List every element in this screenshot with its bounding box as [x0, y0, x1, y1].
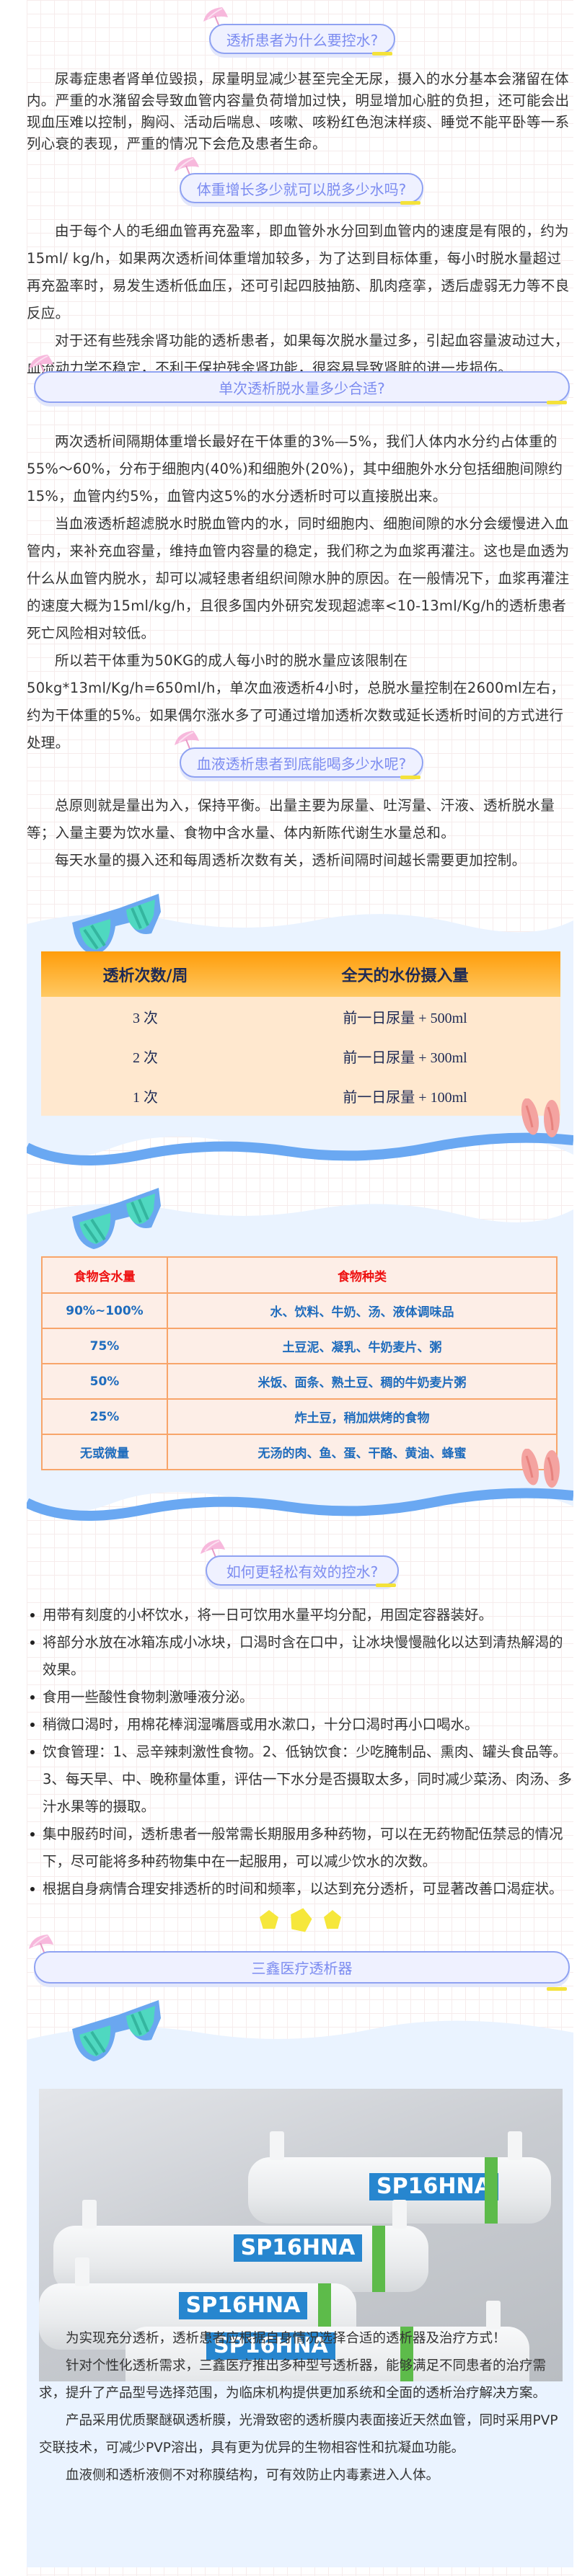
table-cell: 土豆泥、凝乳、牛奶麦片、粥: [167, 1328, 558, 1364]
table-row: 90%~100% 水、饮料、牛奶、汤、液体调味品: [41, 1292, 558, 1329]
paragraph: 针对个性化透析需求，三鑫医疗推出多种型号透析器，能够满足不同患者的治疗需求，提升…: [39, 2358, 547, 2401]
paragraph: 尿毒症患者肾单位毁损，尿量明显减少甚至完全无尿，摄入的水分基本会潴留在体内。严重…: [27, 71, 570, 152]
list-item: 集中服药时间，透析患者一般常需长期服用多种药物，可以在无药物配伍禁忌的情况下，尽…: [27, 1821, 573, 1875]
paragraph: 每天水量的摄入还和每周透析次数有关，透析间隔时间越长需要更加控制。: [55, 852, 527, 869]
table-cell: 2 次: [41, 1036, 250, 1076]
column-header: 透析次数/周: [41, 951, 250, 997]
table-cell: 前一日尿量 + 500ml: [250, 997, 560, 1036]
dialyzer-image: SP16HNA: [53, 2200, 428, 2292]
table-panel: 食物含水量 食物种类 90%~100% 水、饮料、牛奶、汤、液体调味品 75% 土豆泥…: [27, 1188, 573, 1532]
table-panel: 透析次数/周 全天的水份摄入量 3 次前一日尿量 + 500ml 2 次前一日尿量…: [27, 894, 573, 1175]
table-cell: 90%~100%: [41, 1292, 168, 1329]
table-cell: 75%: [41, 1328, 168, 1364]
food-water-table: 食物含水量 食物种类 90%~100% 水、饮料、牛奶、汤、液体调味品 75% 土豆泥…: [41, 1256, 558, 1470]
section-heading: 血液透析患者到底能喝多少水呢?: [180, 747, 423, 779]
flip-flops-icon: [519, 1449, 561, 1488]
sunglasses-icon: [71, 1188, 162, 1249]
water-intake-table: 透析次数/周 全天的水份摄入量 3 次前一日尿量 + 500ml 2 次前一日尿量…: [41, 951, 560, 1116]
paragraph: 由于每个人的毛细血管再充盈率，即血管外水分回到血管内的速度是有限的，约为15ml…: [27, 223, 570, 321]
product-label: SP16HNA: [233, 2234, 363, 2262]
heading-text: 透析患者为什么要控水?: [226, 31, 379, 49]
table-cell: 前一日尿量 + 100ml: [250, 1076, 560, 1116]
paragraph-block: 尿毒症患者肾单位毁损，尿量明显减少甚至完全无尿，摄入的水分基本会潴留在体内。严重…: [27, 68, 573, 155]
section-heading: 体重增长多少就可以脱多少水吗?: [180, 173, 423, 205]
heading-text: 三鑫医疗透析器: [251, 1960, 353, 1977]
paragraph: 总原则就是量出为入，保持平衡。出量主要为尿量、吐泻量、汗液、透析脱水量等；入量主…: [27, 797, 555, 841]
section-heading: 如何更轻松有效的控水?: [206, 1555, 399, 1587]
table-cell: 炸土豆，稍加烘烤的食物: [167, 1398, 558, 1435]
list-item: 将部分水放在冰箱冻成小冰块，口渴时含在口中，让冰块慢慢融化以达到清热解渴的效果。: [27, 1629, 573, 1684]
table-row: 1 次前一日尿量 + 100ml: [41, 1076, 560, 1116]
paragraph-block: 两次透析间隔期体重增长最好在干体重的3%—5%，我们人体内水分约占体重的55%～…: [27, 428, 573, 757]
heading-text: 体重增长多少就可以脱多少水吗?: [196, 180, 407, 198]
list-item: 食用一些酸性食物刺激唾液分泌。: [27, 1684, 573, 1711]
flip-flops-icon: [519, 1098, 561, 1138]
dialyzer-product-photo: SP16HNA SP16HNA SP16HNA SP16HNA: [39, 2089, 563, 2381]
paragraph-block: 总原则就是量出为入，保持平衡。出量主要为尿量、吐泻量、汗液、透析脱水量等；入量主…: [27, 792, 573, 874]
table-row: 50% 米饭、面条、熟土豆、稠的牛奶麦片粥: [41, 1363, 558, 1400]
list-item: 稍微口渴时，用棉花棒润湿嘴唇或用水漱口，十分口渴时再小口喝水。: [27, 1711, 573, 1738]
column-header: 全天的水份摄入量: [250, 951, 560, 997]
heading-text: 单次透析脱水量多少合适?: [219, 379, 385, 397]
table-header-row: 透析次数/周 全天的水份摄入量: [41, 951, 560, 997]
paragraph: 所以若干体重为50KG的成人每小时的脱水量应该限制在50kg*13ml/Kg/h…: [27, 652, 565, 751]
table-cell: 米饭、面条、熟土豆、稠的牛奶麦片粥: [167, 1363, 558, 1400]
section-heading: 单次透析脱水量多少合适?: [34, 371, 570, 404]
column-header: 食物含水量: [41, 1256, 168, 1294]
table-row: 无或微量 无汤的肉、鱼、蛋、干酪、黄油、蜂蜜: [41, 1434, 558, 1470]
table-cell: 前一日尿量 + 300ml: [250, 1036, 560, 1076]
section-heading: 透析患者为什么要控水?: [209, 24, 395, 55]
list-item: 饮食管理：1、忌辛辣刺激性食物。2、低钠饮食：少吃腌制品、熏肉、罐头食品等。3、…: [27, 1738, 573, 1821]
table-cell: 50%: [41, 1363, 168, 1400]
table-row: 2 次前一日尿量 + 300ml: [41, 1036, 560, 1076]
table-cell: 1 次: [41, 1076, 250, 1116]
dialyzer-image: SP16HNA: [125, 2301, 529, 2381]
paragraph-block: 由于每个人的毛细血管再充盈率，即血管外水分回到血管内的速度是有限的，约为15ml…: [27, 218, 573, 382]
table-cell: 无汤的肉、鱼、蛋、干酪、黄油、蜂蜜: [167, 1434, 558, 1470]
table-cell: 25%: [41, 1398, 168, 1435]
paragraph: 为实现充分透析，透析患者应根据自身情况选择合适的透析器及治疗方式！: [66, 2331, 506, 2346]
table-cell: 水、饮料、牛奶、汤、液体调味品: [167, 1292, 558, 1329]
paragraph: 产品采用优质聚醚砜透析膜，光滑致密的透析膜内表面接近天然血管，同时采用PVP交联…: [39, 2413, 558, 2456]
section-heading: 三鑫医疗透析器: [34, 1951, 570, 1991]
list-item: 用带有刻度的小杯饮水，将一日可饮用水量平均分配，用固定容器装好。: [27, 1602, 573, 1629]
sunglasses-icon: [71, 2000, 162, 2061]
heading-text: 如何更轻松有效的控水?: [226, 1563, 379, 1581]
table-row: 3 次前一日尿量 + 500ml: [41, 997, 560, 1036]
table-row: 25% 炸土豆，稍加烘烤的食物: [41, 1398, 558, 1435]
tips-list: 用带有刻度的小杯饮水，将一日可饮用水量平均分配，用固定容器装好。 将部分水放在冰…: [27, 1602, 573, 1903]
table-cell: 3 次: [41, 997, 250, 1036]
paragraph: 两次透析间隔期体重增长最好在干体重的3%—5%，我们人体内水分约占体重的55%～…: [27, 433, 563, 505]
column-header: 食物种类: [167, 1256, 558, 1294]
highlight-bar: [547, 1987, 567, 1991]
highlight-bar: [547, 401, 567, 404]
highlight-bar: [400, 776, 420, 779]
table-header-row: 食物含水量 食物种类: [41, 1256, 558, 1294]
product-description: 为实现充分透析，透析患者应根据自身情况选择合适的透析器及治疗方式！ 针对个性化透…: [39, 2325, 563, 2490]
paragraph: 当血液透析超滤脱水时脱血管内的水，同时细胞内、细胞间隙的水分会缓慢进入血管内，来…: [27, 515, 570, 641]
paragraph: 血液侧和透析液侧不对称膜结构，可有效防止内毒素进入人体。: [66, 2468, 440, 2483]
product-label: SP16HNA: [206, 2332, 335, 2360]
heading-text: 血液透析患者到底能喝多少水呢?: [196, 755, 407, 773]
product-label: SP16HNA: [178, 2292, 308, 2319]
highlight-bar: [376, 1584, 396, 1587]
highlight-bar: [372, 52, 392, 55]
table-row: 75% 土豆泥、凝乳、牛奶麦片、粥: [41, 1328, 558, 1364]
product-label: SP16HNA: [369, 2173, 498, 2200]
sunglasses-icon: [71, 894, 162, 955]
table-cell: 无或微量: [41, 1434, 168, 1470]
product-panel: SP16HNA SP16HNA SP16HNA SP16HNA 为实现充分透析，…: [27, 2000, 573, 2567]
highlight-bar: [400, 201, 420, 205]
list-item: 根据自身病情合理安排透析的时间和频率，以达到充分透析，可显著改善口渴症状。: [27, 1875, 573, 1903]
